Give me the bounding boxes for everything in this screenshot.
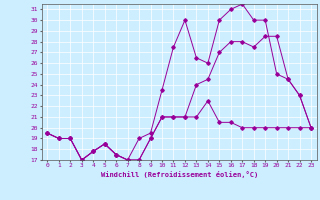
X-axis label: Windchill (Refroidissement éolien,°C): Windchill (Refroidissement éolien,°C): [100, 171, 258, 178]
